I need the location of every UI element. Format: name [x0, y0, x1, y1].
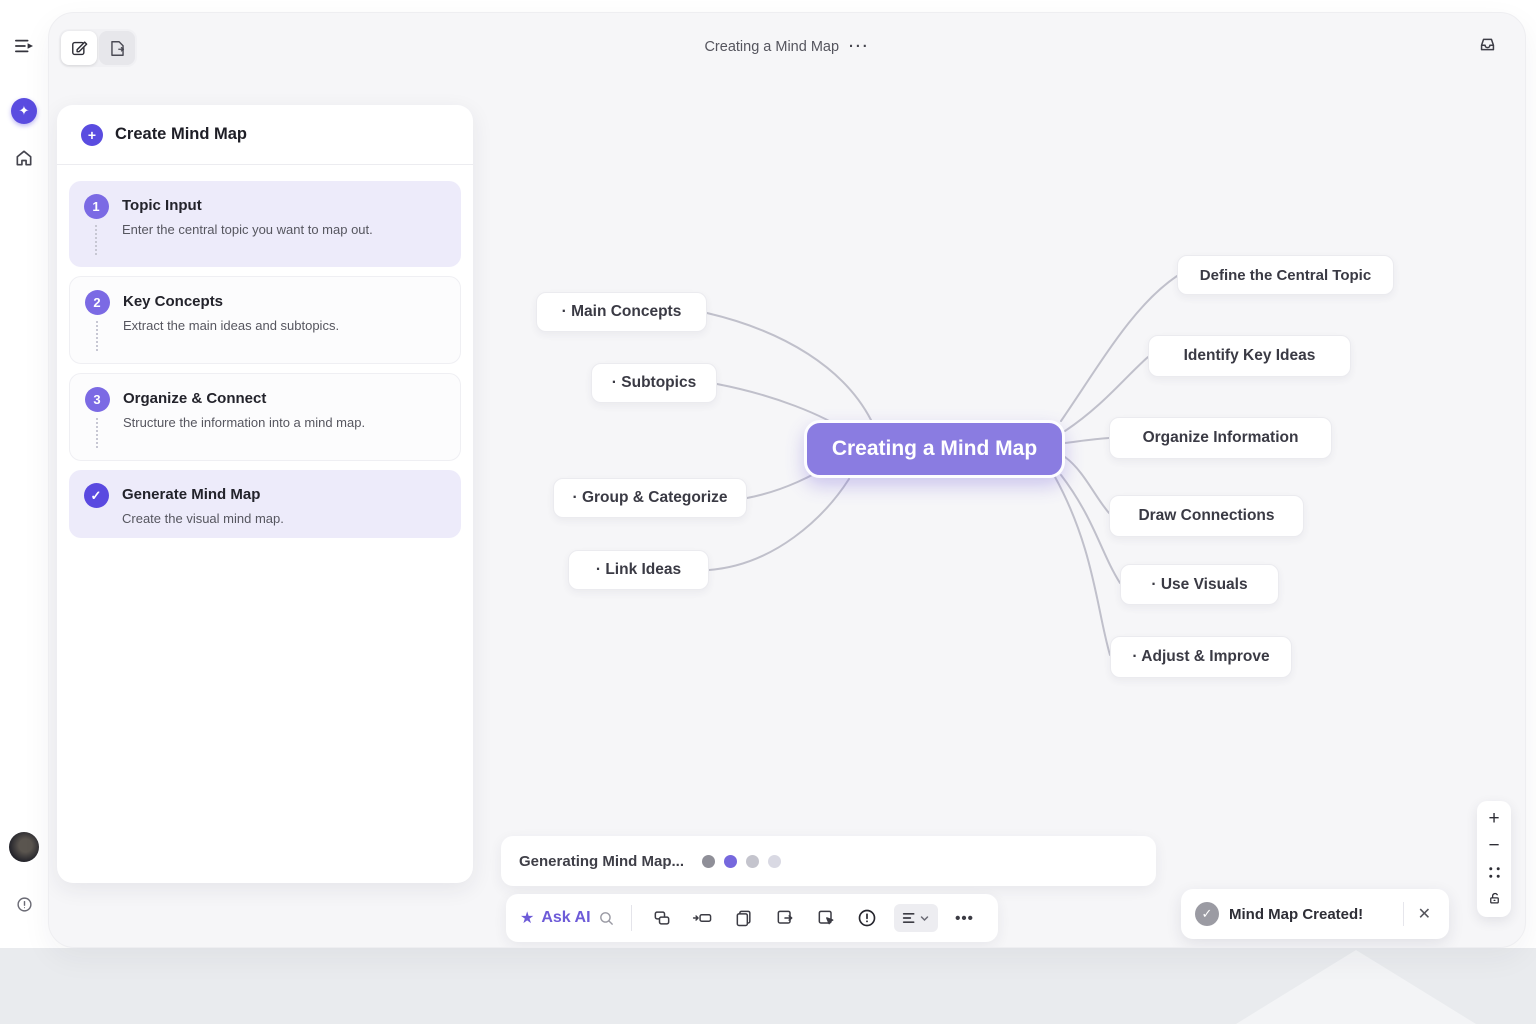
toast-divider [1402, 902, 1404, 926]
step-title: Key Concepts [123, 293, 224, 310]
steps-list: 1 Topic Input Enter the central topic yo… [57, 165, 473, 554]
mindmap-node-adjust-improve[interactable]: · Adjust & Improve [1110, 636, 1292, 678]
step-connector-dots [95, 225, 97, 255]
step-title: Generate Mind Map [122, 486, 261, 503]
step-description: Extract the main ideas and subtopics. [123, 318, 340, 333]
zoom-out-button[interactable]: − [1488, 834, 1500, 856]
mindmap-node-main-concepts[interactable]: · Main Concepts [536, 292, 707, 332]
mindmap-node-group-categorize[interactable]: · Group & Categorize [553, 478, 747, 518]
ai-assistant-icon[interactable]: ✦ [11, 98, 37, 124]
step-organize-connect[interactable]: 3 Organize & Connect Structure the infor… [69, 373, 461, 461]
copy-pages-icon[interactable] [730, 904, 758, 932]
ask-ai-button[interactable]: ★ Ask AI [520, 908, 615, 928]
zoom-in-button[interactable]: + [1488, 808, 1500, 829]
info-icon[interactable] [10, 890, 38, 918]
user-avatar[interactable] [9, 832, 39, 862]
unlock-icon[interactable] [1483, 889, 1505, 909]
mindmap-node-define-central-topic[interactable]: Define the Central Topic [1177, 255, 1394, 295]
mindmap-node-identify-key-ideas[interactable]: Identify Key Ideas [1148, 335, 1351, 377]
toolbar-divider [630, 905, 632, 931]
notes-view-button[interactable] [61, 31, 97, 65]
document-title: Creating a Mind Map [704, 39, 840, 55]
progress-dot [768, 854, 782, 868]
step-number-badge: 1 [83, 194, 109, 219]
background-triangle-decoration [1236, 950, 1476, 1024]
mindmap-node-organize-information[interactable]: Organize Information [1109, 417, 1332, 459]
search-icon[interactable] [598, 910, 615, 927]
close-icon[interactable]: ✕ [1417, 906, 1431, 923]
progress-dot [702, 854, 716, 868]
generation-status-bar: Generating Mind Map... [501, 836, 1156, 886]
insert-node-icon[interactable] [689, 904, 717, 932]
document-header: Creating a Mind Map ··· [49, 39, 1525, 55]
step-description: Create the visual mind map. [122, 511, 284, 526]
toast-message: Mind Map Created! [1229, 905, 1364, 923]
mindmap-node-subtopics[interactable]: · Subtopics [591, 363, 717, 403]
step-connector-dots [96, 418, 98, 448]
progress-dot [724, 854, 738, 868]
step-connector-dots [96, 321, 98, 351]
canvas-controls-panel: + − [1477, 801, 1511, 917]
page-refresh-icon[interactable] [771, 904, 799, 932]
home-icon[interactable] [10, 144, 38, 172]
document-view-button[interactable] [99, 31, 135, 65]
align-dropdown-button[interactable] [893, 904, 938, 932]
view-toggle-group [59, 29, 137, 67]
canvas-window: Creating a Mind Map ··· + Create Mind Ma… [48, 12, 1526, 948]
canvas-toolbar: ★ Ask AI [506, 894, 998, 942]
ask-ai-label: Ask AI [541, 909, 591, 926]
mind-map-created-toast: ✓ Mind Map Created! ✕ [1181, 889, 1449, 939]
desktop-background-strip [0, 948, 1536, 1024]
status-text: Generating Mind Map... [519, 852, 685, 870]
step-description: Enter the central topic you want to map … [122, 222, 373, 237]
mindmap-node-link-ideas[interactable]: · Link Ideas [568, 550, 709, 590]
panel-header: + Create Mind Map [57, 105, 473, 165]
step-topic-input[interactable]: 1 Topic Input Enter the central topic yo… [69, 181, 461, 267]
star-icon: ★ [520, 910, 535, 927]
alert-circle-icon[interactable] [853, 904, 881, 932]
step-title: Organize & Connect [123, 390, 267, 407]
title-menu-icon[interactable]: ··· [849, 39, 870, 55]
step-number-badge: 3 [84, 387, 110, 412]
check-icon: ✓ [1195, 902, 1219, 926]
mindmap-central-node[interactable]: Creating a Mind Map [804, 420, 1065, 478]
fit-view-icon[interactable] [1483, 862, 1505, 882]
progress-dot [746, 854, 760, 868]
panel-title: Create Mind Map [115, 125, 248, 143]
page-select-icon[interactable] [812, 904, 840, 932]
create-plus-icon: + [81, 123, 103, 146]
progress-dots [702, 854, 782, 868]
inbox-icon[interactable] [1478, 35, 1497, 54]
step-description: Structure the information into a mind ma… [123, 415, 366, 430]
create-mind-map-panel: + Create Mind Map 1 Topic Input Enter th… [57, 105, 473, 883]
sidebar-collapse-icon[interactable] [10, 32, 38, 60]
step-number-badge: 2 [84, 290, 110, 315]
more-options-icon[interactable]: ••• [955, 909, 974, 927]
duplicate-shape-icon[interactable] [648, 904, 676, 932]
step-title: Topic Input [122, 197, 202, 214]
step-key-concepts[interactable]: 2 Key Concepts Extract the main ideas an… [69, 276, 461, 364]
mindmap-node-use-visuals[interactable]: · Use Visuals [1120, 564, 1279, 605]
left-rail: ✦ [0, 0, 48, 948]
step-check-icon: ✓ [83, 483, 109, 508]
mindmap-node-draw-connections[interactable]: Draw Connections [1109, 495, 1304, 537]
step-generate-mind-map[interactable]: ✓ Generate Mind Map Create the visual mi… [69, 470, 461, 538]
